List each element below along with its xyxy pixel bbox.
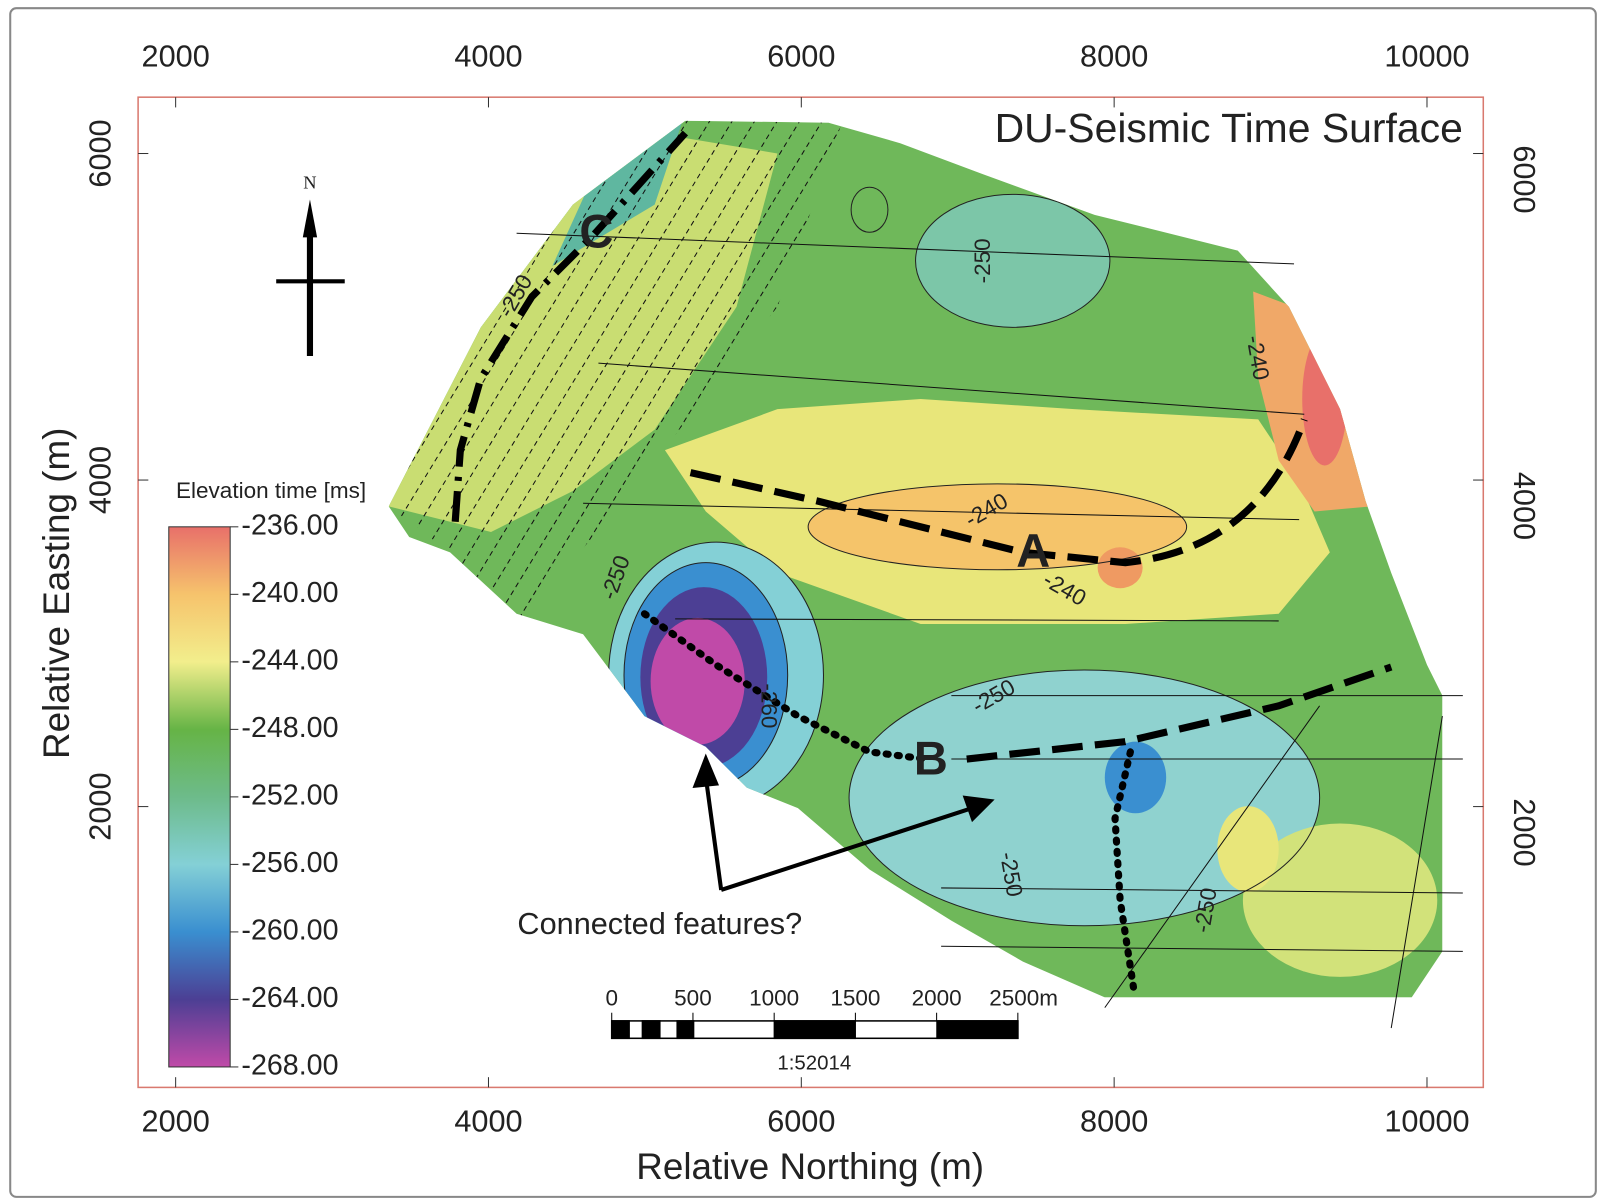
y-axis-label: Relative Easting (m) (36, 428, 77, 759)
map-title: DU-Seismic Time Surface (995, 105, 1463, 151)
x-tick-label: 6000 (767, 38, 835, 73)
feature-label: B (914, 732, 948, 785)
survey-lines (516, 232, 1463, 1029)
figure-border (9, 7, 1597, 1198)
colorbar (168, 526, 231, 1068)
y-tick-label: 6000 (82, 119, 117, 187)
colorbar-tick-label: -268.00 (241, 1050, 338, 1082)
contour-label: -250 (970, 238, 995, 283)
colorbar-label: Elevation time [ms] (176, 478, 366, 503)
surface-zone (808, 483, 1187, 570)
surface-zone (1097, 547, 1143, 589)
surface-zone (1104, 741, 1167, 814)
plot-frame (137, 96, 1485, 1089)
colorbar-tick-label: -244.00 (241, 644, 338, 676)
x-tick-label: 4000 (454, 1103, 522, 1138)
scale-tick-label: 2000 (912, 985, 962, 1010)
surface-zone (915, 194, 1110, 328)
x-tick-label: 6000 (767, 1103, 835, 1138)
scale-tick-label: 500 (674, 985, 712, 1010)
colorbar-tick-label: -236.00 (241, 509, 338, 541)
x-tick-label: 10000 (1384, 1103, 1469, 1138)
faults (451, 130, 1393, 991)
x-tick-label: 2000 (142, 1103, 210, 1138)
scale-tick-label: 1500 (830, 985, 880, 1010)
scale-tick-label: 0 (605, 985, 618, 1010)
surface-zone (1242, 823, 1438, 977)
feature-label: A (1016, 524, 1050, 577)
surface-zone (849, 670, 1320, 926)
y-tick-label: 6000 (1507, 145, 1542, 213)
colorbar-tick-label: -256.00 (241, 847, 338, 879)
scale-tick-label: 1000 (749, 985, 799, 1010)
scale-tick-label: 2500m (989, 985, 1058, 1010)
colorbar-tick-label: -240.00 (241, 577, 338, 609)
arrows (692, 753, 995, 892)
north-label: N (303, 172, 316, 192)
north-arrow: N (276, 172, 345, 356)
y-tick-label: 4000 (1507, 472, 1542, 540)
colorbar-tick-label: -252.00 (241, 779, 338, 811)
y-tick-label: 4000 (82, 446, 117, 514)
annotation: Connected features? (517, 906, 802, 941)
surface-zone (650, 617, 745, 745)
x-axis-label: Relative Northing (m) (636, 1146, 984, 1187)
x-tick-label: 2000 (142, 38, 210, 73)
surface (388, 120, 1443, 998)
y-tick-label: 2000 (82, 772, 117, 840)
colorbar-tick-label: -260.00 (241, 914, 338, 946)
surface-zone (388, 132, 778, 532)
colorbar-tick-label: -248.00 (241, 712, 338, 744)
scale-ratio: 1:52014 (777, 1051, 851, 1074)
colorbar-tick-label: -264.00 (241, 982, 338, 1014)
x-tick-label: 4000 (454, 38, 522, 73)
x-tick-label: 10000 (1384, 38, 1469, 73)
surface-zone (1302, 332, 1348, 466)
feature-label: C (579, 205, 613, 258)
surface-zone (552, 120, 686, 266)
scale-bar (610, 1020, 1019, 1040)
y-tick-label: 2000 (1507, 798, 1542, 866)
contour-label: -260 (756, 683, 781, 728)
x-tick-label: 8000 (1080, 1103, 1148, 1138)
x-tick-label: 8000 (1080, 38, 1148, 73)
surface-zone (1217, 806, 1279, 893)
